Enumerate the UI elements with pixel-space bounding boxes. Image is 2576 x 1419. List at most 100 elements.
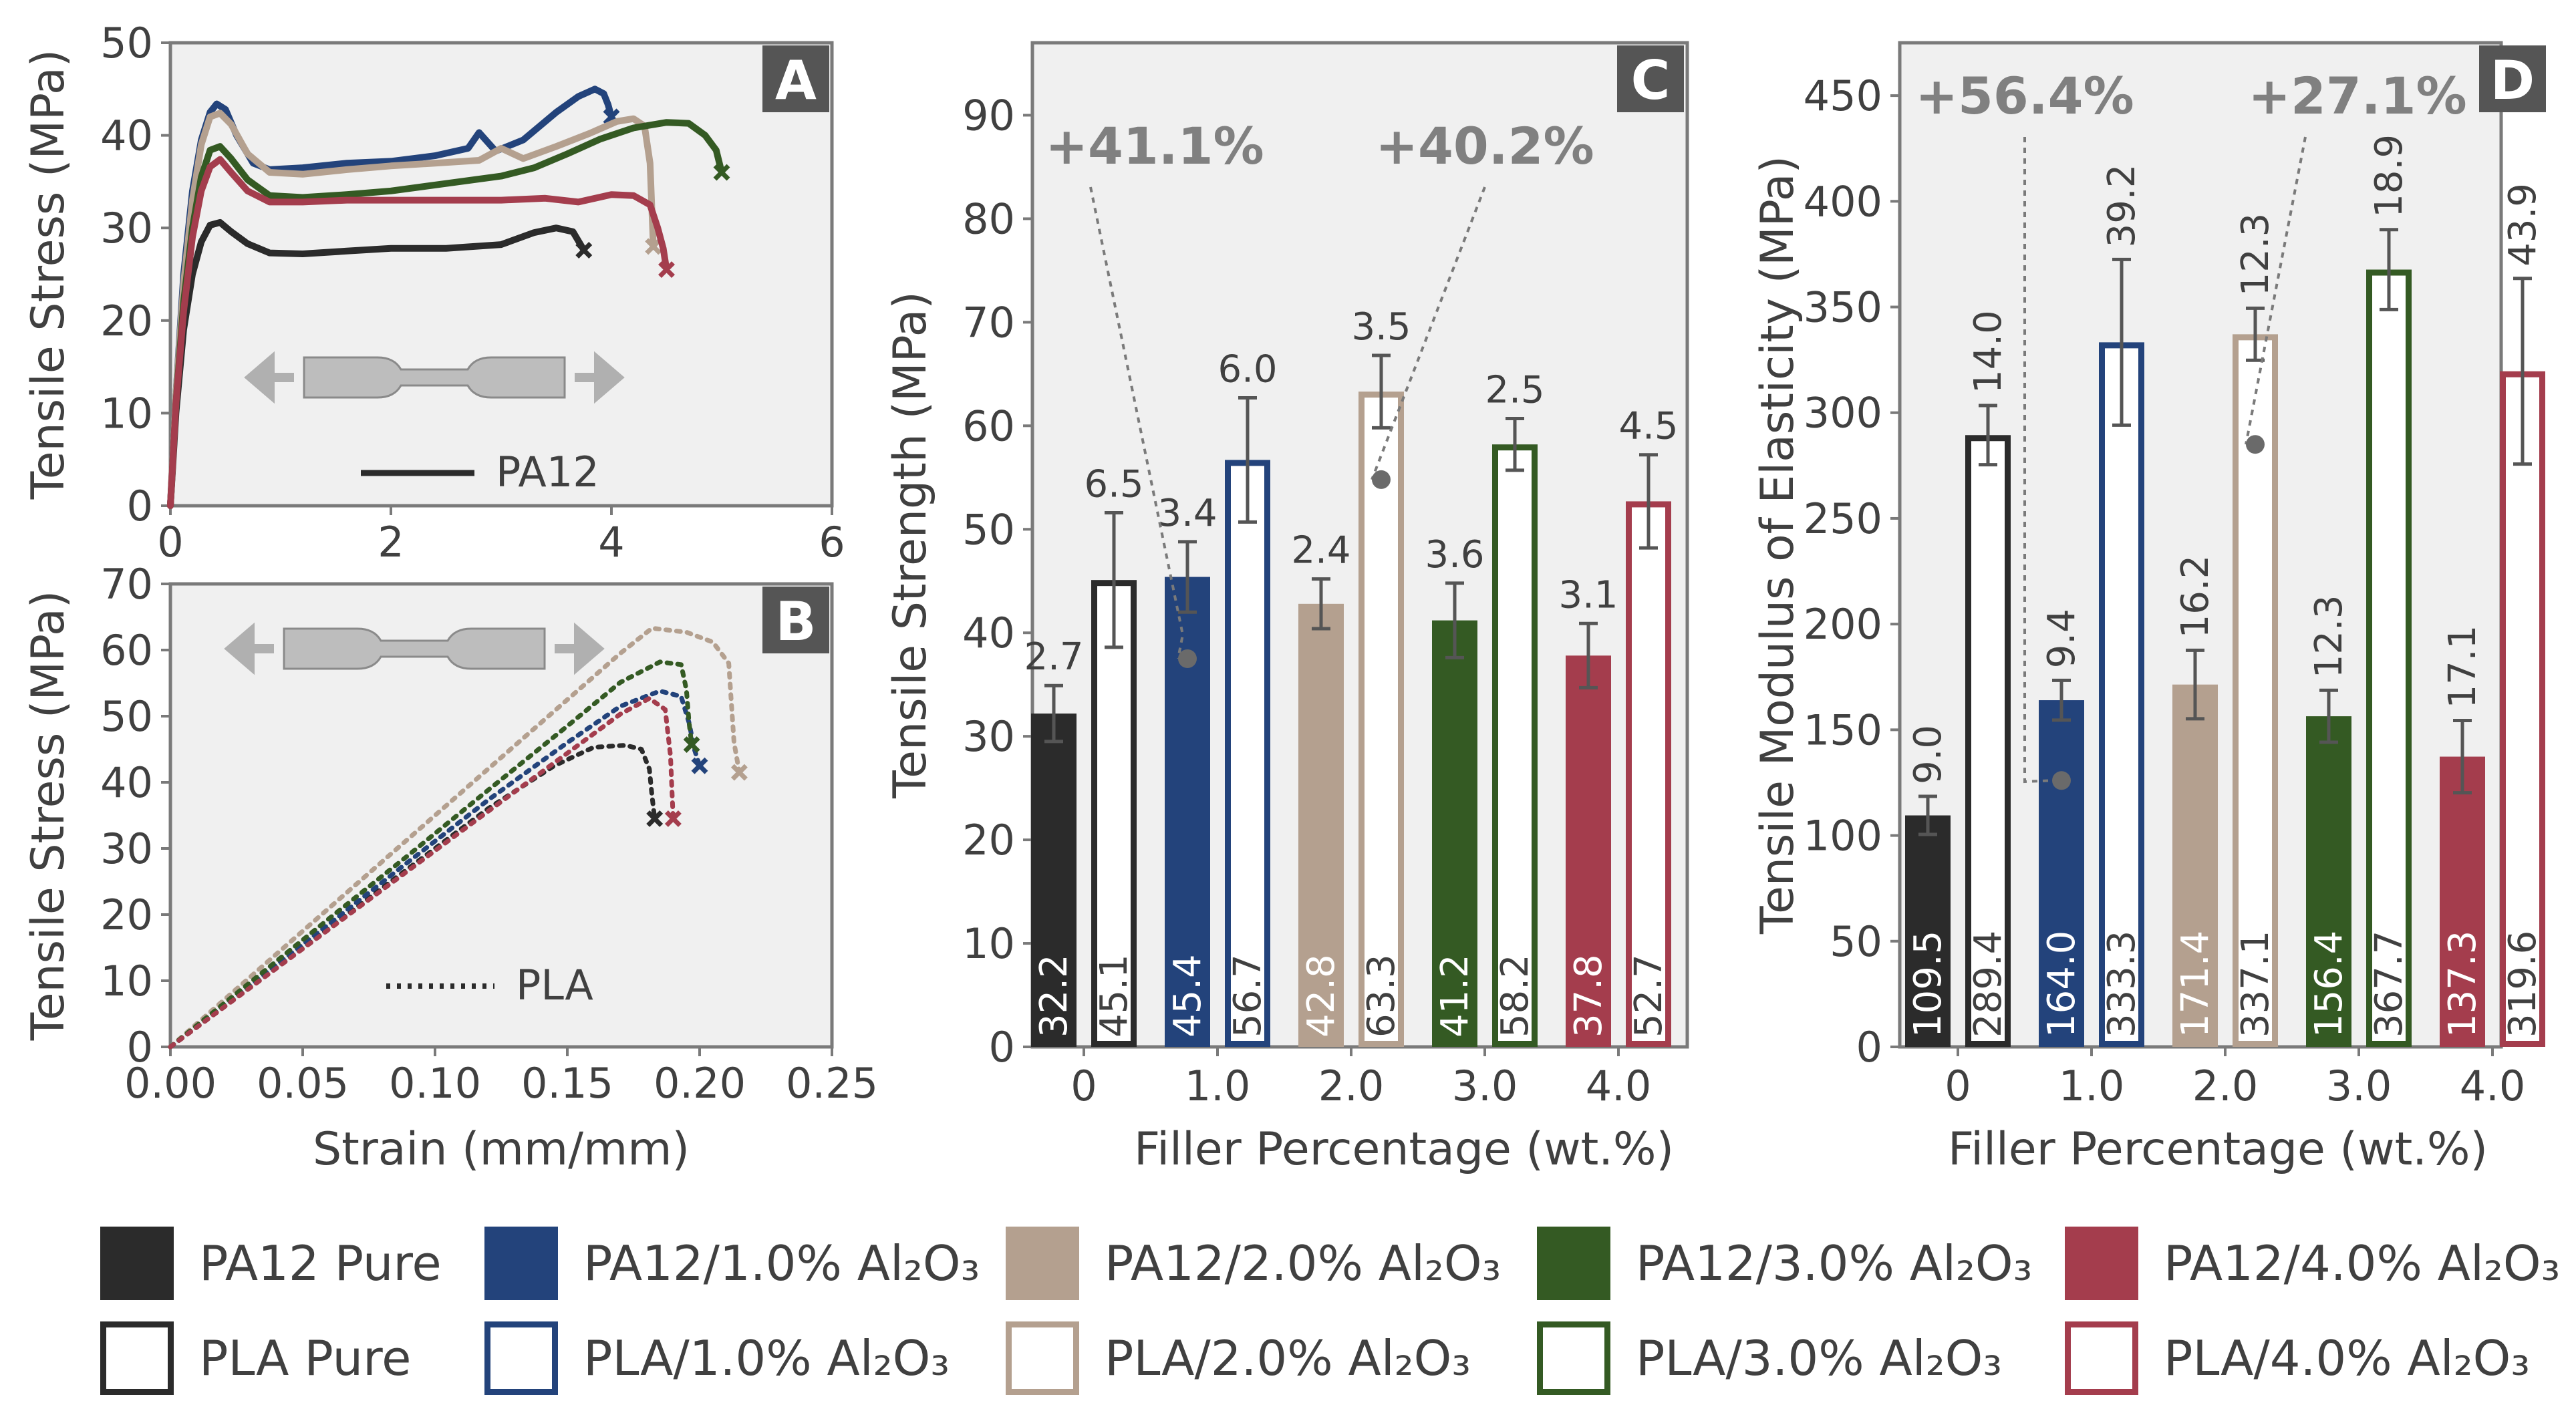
- panel-a-xtick-label: 6: [819, 518, 845, 567]
- legend-label-pla-2: PLA/2.0% Al₂O₃: [1105, 1330, 1471, 1386]
- legend-swatch-pa12-2: [1006, 1227, 1079, 1300]
- panel-letter-d-box: [2479, 45, 2546, 112]
- bar-PA12-2.0: [1298, 603, 1344, 1047]
- value-label-PA12-0: 109.5: [1906, 931, 1950, 1038]
- panel-a-ytick-label: 0: [127, 482, 153, 530]
- value-label-PLA-2.0: 337.1: [2234, 931, 2277, 1038]
- error-label-PA12-0: 2.7: [1024, 635, 1083, 679]
- value-label-PA12-4.0: 37.8: [1567, 954, 1610, 1038]
- value-label-PA12-3.0: 41.2: [1433, 954, 1477, 1038]
- fracture-mark-PLA/2.0% Al2O3: [730, 764, 748, 781]
- panel-b-xtick-label: 0.00: [124, 1059, 217, 1108]
- panel-d-xtick-label: 3.0: [2326, 1062, 2392, 1110]
- legend-item-pa12-1: PA12/1.0% Al₂O₃: [484, 1220, 980, 1307]
- series-line-PLA/2.0% Al2O3: [168, 625, 742, 1050]
- bar-PLA-3.0: [1492, 444, 1538, 1047]
- value-label-PLA-3.0: 367.7: [2368, 931, 2411, 1038]
- error-label-PLA-0: 6.5: [1084, 462, 1143, 506]
- bar-PLA-2.0: [1358, 391, 1404, 1047]
- bar-PLA-3.0: [2366, 269, 2412, 1047]
- panel-d-xtick-label: 0: [1945, 1062, 1971, 1110]
- panel-b-xtick-label: 0.10: [389, 1059, 481, 1108]
- panel-c-ylabel: Tensile Strength (MPa): [884, 291, 937, 799]
- panel-b-ytick-label: 50: [100, 692, 153, 741]
- panel-d-xtick-label: 1.0: [2059, 1062, 2125, 1110]
- value-label-PA12-3.0: 156.4: [2307, 931, 2351, 1038]
- panel-c-ytick-label: 40: [962, 609, 1015, 657]
- error-label-PA12-3.0: 12.3: [2307, 595, 2351, 679]
- annotation-leader: [2245, 136, 2307, 445]
- bar-PA12-3.0: [2306, 716, 2351, 1047]
- annotation-dot: [1178, 649, 1197, 668]
- legend-item-pla-1: PLA/1.0% Al₂O₃: [484, 1315, 950, 1402]
- legend-label-pa12-3: PA12/3.0% Al₂O₃: [1636, 1235, 2033, 1291]
- value-label-PA12-4.0: 137.3: [2441, 931, 2484, 1038]
- bar-PA12-0: [1031, 714, 1077, 1047]
- legend-label-pla-4: PLA/4.0% Al₂O₃: [2164, 1330, 2531, 1386]
- bar-PLA-4.0: [2500, 371, 2545, 1047]
- error-label-PLA-4.0: 43.9: [2501, 183, 2545, 267]
- error-label-PLA-4.0: 4.5: [1618, 405, 1678, 448]
- panel-a-frame: [168, 41, 834, 508]
- value-label-PA12-2.0: 171.4: [2174, 931, 2217, 1038]
- series-line-PLA/3.0% Al2O3: [168, 659, 694, 1050]
- panel-b-xtick-label: 0.20: [654, 1059, 746, 1108]
- panel-b-xtick-label: 0.15: [521, 1059, 613, 1108]
- legend-swatch-pla-3: [1537, 1321, 1610, 1395]
- panel-b-ytick-label: 10: [100, 957, 153, 1005]
- value-label-PA12-1.0: 164.0: [2040, 931, 2084, 1038]
- panel-c-ytick-label: 80: [962, 194, 1015, 243]
- legend-label-pa12-4: PA12/4.0% Al₂O₃: [2164, 1235, 2561, 1291]
- legend-swatch-pla-2: [1006, 1321, 1079, 1395]
- panel-c-ytick-label: 90: [962, 91, 1015, 140]
- panel-letter-d-text: D: [2490, 49, 2535, 112]
- legend-label-pa12-2: PA12/2.0% Al₂O₃: [1105, 1235, 1501, 1291]
- panel-d-ytick-label: 350: [1804, 283, 1882, 332]
- panel-d-xtick-label: 4.0: [2460, 1062, 2526, 1110]
- panel-a-ytick-label: 30: [100, 204, 153, 253]
- legend-swatch-pa12-4: [2065, 1227, 2138, 1300]
- chart-canvas: 0 10 20 30 40 50 0 2 4 6 Tensile Stress (MPa) PA12 A…: [22, 19, 2546, 1176]
- panel-c-xtick-label: 4.0: [1586, 1062, 1652, 1110]
- annotation-dot: [2246, 435, 2265, 454]
- panel-d-ytick-label: 0: [1856, 1023, 1882, 1072]
- arrow-left-icon: [244, 351, 294, 404]
- panel-letter-b: B: [762, 587, 829, 653]
- panel-d-ytick-label: 100: [1804, 812, 1882, 860]
- panel-b-ytick-label: 70: [100, 560, 153, 609]
- legend-label-pla-pure: PLA Pure: [199, 1330, 412, 1386]
- panel-c-xtick-label: 2.0: [1318, 1062, 1385, 1110]
- bar-PA12-1.0: [2039, 700, 2084, 1047]
- panel-letter-c-box: [1617, 45, 1684, 112]
- annotation-leader: [2023, 137, 2053, 784]
- bar-PA12-4.0: [2440, 756, 2485, 1047]
- value-label-PLA-3.0: 58.2: [1493, 954, 1537, 1038]
- panel-d-ytick-label: 150: [1804, 705, 1882, 754]
- legend-item-pa12-pure: PA12 Pure: [100, 1220, 442, 1307]
- value-label-PA12-1.0: 45.4: [1166, 954, 1209, 1038]
- panel-letter-d: D: [2479, 45, 2546, 112]
- value-label-PLA-4.0: 319.6: [2501, 931, 2545, 1038]
- panel-b-ylabel: Tensile Stress (MPa): [22, 591, 75, 1042]
- legend-swatch-pla-1: [484, 1321, 558, 1395]
- bar-PA12-3.0: [1432, 620, 1477, 1047]
- error-label-PLA-2.0: 3.5: [1351, 305, 1411, 349]
- bar-PLA-0: [1965, 435, 2011, 1047]
- panel-a-ytick-label: 50: [100, 19, 153, 67]
- series-line-PA12/2.0% Al2O3: [167, 110, 657, 509]
- error-label-PA12-3.0: 3.6: [1425, 533, 1484, 577]
- legend-label-pa12-pure: PA12 Pure: [199, 1235, 442, 1291]
- error-label-PLA-3.0: 18.9: [2368, 134, 2411, 218]
- annotation-dot: [2052, 771, 2071, 790]
- legend-item-pa12-4: PA12/4.0% Al₂O₃: [2065, 1220, 2560, 1307]
- value-label-PLA-0: 45.1: [1093, 954, 1136, 1038]
- legend-item-pla-4: PLA/4.0% Al₂O₃: [2065, 1315, 2530, 1402]
- error-label-PA12-4.0: 17.1: [2441, 625, 2484, 709]
- panel-a-xtick-label: 4: [598, 518, 624, 567]
- error-label-PLA-3.0: 2.5: [1485, 368, 1544, 412]
- fracture-mark-PLA/1.0% Al2O3: [691, 757, 708, 774]
- value-label-PLA-2.0: 63.3: [1360, 954, 1403, 1038]
- specimen-body: [303, 356, 566, 399]
- fracture-mark-PA12/4.0% Al2O3: [658, 261, 675, 279]
- value-label-PA12-2.0: 42.8: [1300, 954, 1343, 1038]
